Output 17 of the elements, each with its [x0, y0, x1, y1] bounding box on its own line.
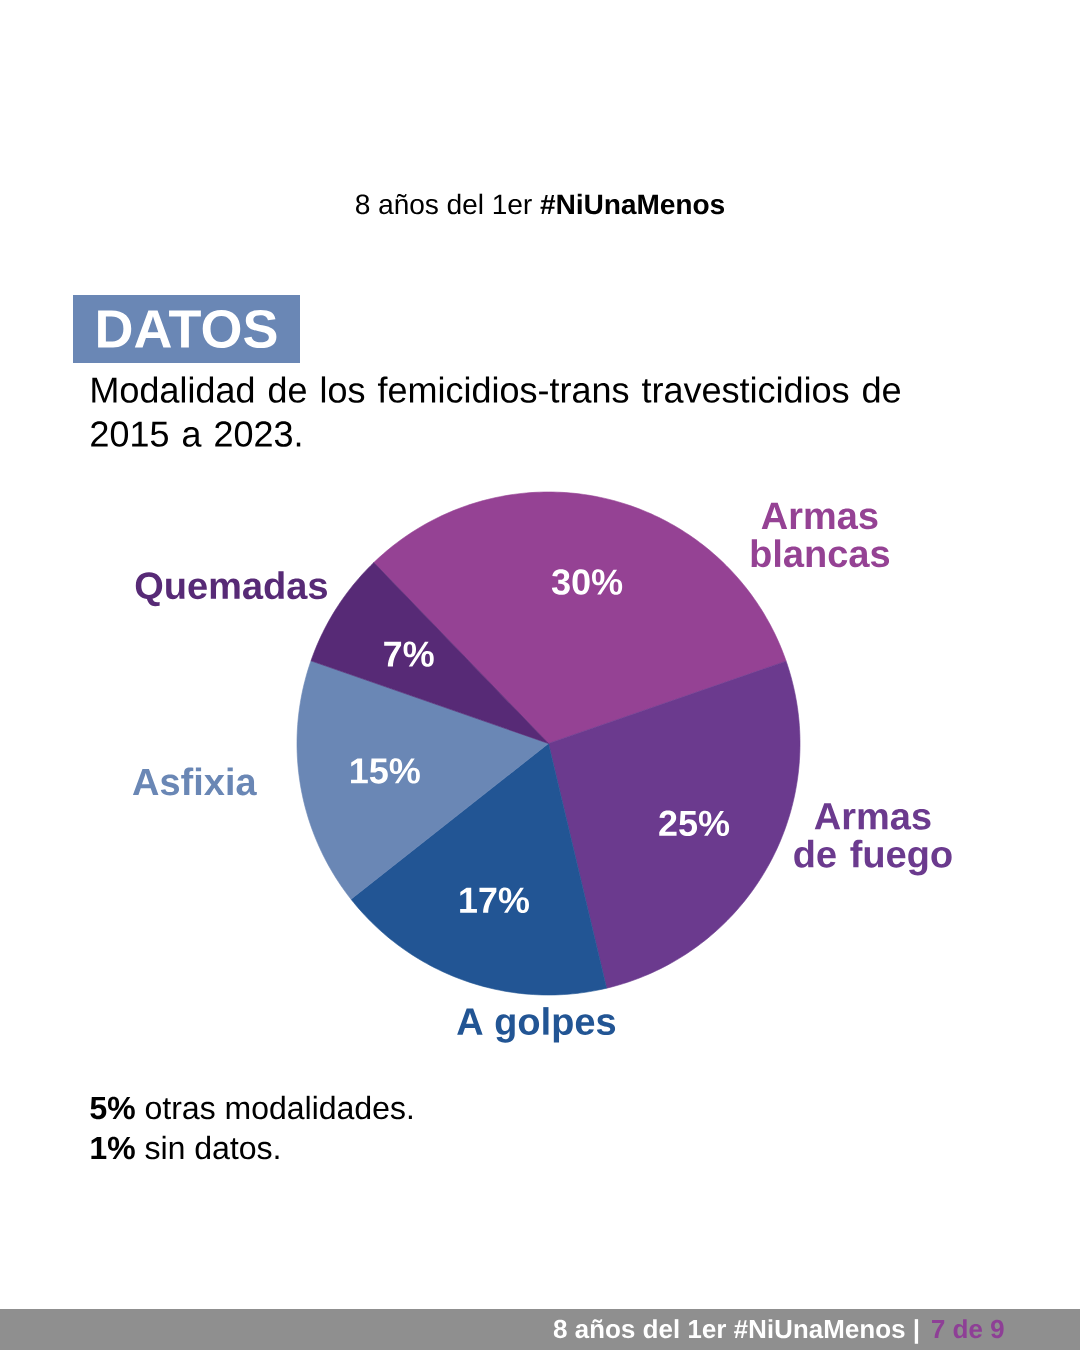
slice-label: A golpes — [457, 1007, 616, 1043]
text: DATOS — [98, 309, 277, 349]
data-label: 30% — [551, 569, 623, 595]
data-label: 7% — [384, 641, 434, 667]
slice-label: Asfixia — [132, 767, 257, 796]
text: 7 de 9 — [932, 1319, 1004, 1339]
chart-title: 8 años del 1er #NiUnaMenos — [356, 193, 725, 215]
slice-label: Armas blancas — [751, 502, 890, 568]
data-label: 15% — [351, 758, 420, 784]
data-label: 17% — [460, 887, 529, 913]
text: 8 años del 1er #NiUnaMenos | — [553, 1319, 919, 1344]
chart-subtitle: Modalidad de los femicidios-trans travesticidios de 2015 a 2023. — [91, 376, 900, 447]
slice-label: Armas de fuego — [794, 803, 952, 876]
text: 5% otras modalidades. — [90, 1095, 412, 1120]
text: 1% sin datos. — [91, 1135, 279, 1160]
data-label: 25% — [659, 810, 730, 837]
slice-label: Quemadas — [135, 571, 327, 607]
